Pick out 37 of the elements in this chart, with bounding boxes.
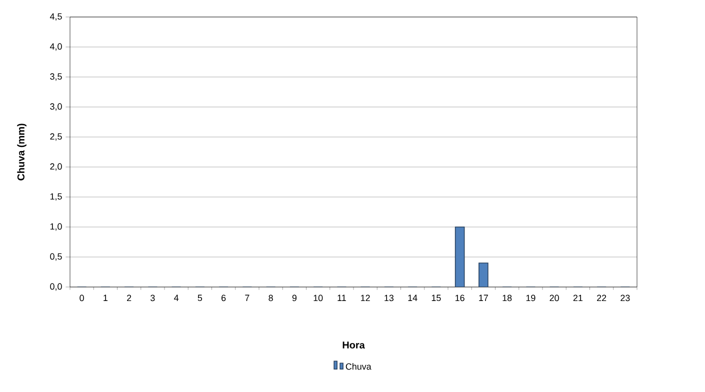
x-tick-label: 10	[314, 294, 323, 302]
y-tick-label: 4,0	[50, 43, 62, 51]
x-tick-label: 3	[150, 294, 155, 302]
x-tick-label: 20	[550, 294, 559, 302]
x-tick-label: 13	[384, 294, 394, 302]
x-tick-label: 5	[198, 294, 202, 302]
y-tick-label: 4,5	[50, 13, 62, 21]
x-tick-label: 12	[361, 294, 370, 302]
x-tick-label: 0	[80, 294, 84, 302]
legend-label: Chuva	[346, 363, 372, 370]
x-tick-label: 21	[573, 294, 582, 302]
x-tick-label: 7	[245, 294, 250, 301]
y-tick-label: 3,5	[50, 73, 62, 81]
x-tick-label: 6	[222, 294, 226, 302]
x-axis-title: Hora	[342, 342, 365, 349]
y-tick-label: 1,5	[50, 193, 62, 201]
y-tick-label: 0,5	[50, 253, 62, 261]
y-tick-label: 0,0	[50, 283, 62, 291]
x-tick-label: 16	[456, 294, 464, 302]
y-tick-label: 2,0	[50, 163, 62, 171]
y-axis-title: Chuva (mm)	[17, 124, 26, 180]
x-tick-label: 11	[338, 294, 346, 301]
x-tick-label: 8	[268, 294, 273, 302]
y-tick-label: 1,0	[50, 223, 62, 231]
x-tick-label: 18	[502, 294, 512, 302]
x-tick-label: 2	[127, 294, 132, 302]
x-tick-label: 23	[620, 294, 630, 302]
x-tick-label: 14	[408, 294, 418, 301]
y-tick-label: 2,5	[50, 133, 62, 141]
y-tick-label: 3,0	[50, 103, 62, 111]
x-tick-label: 17	[479, 294, 488, 301]
x-tick-label: 15	[432, 294, 441, 302]
x-tick-label: 9	[292, 294, 297, 302]
x-tick-label: 19	[526, 294, 536, 302]
x-tick-label: 1	[104, 294, 108, 301]
x-tick-label: 4	[174, 294, 179, 301]
x-tick-label: 22	[597, 294, 606, 302]
